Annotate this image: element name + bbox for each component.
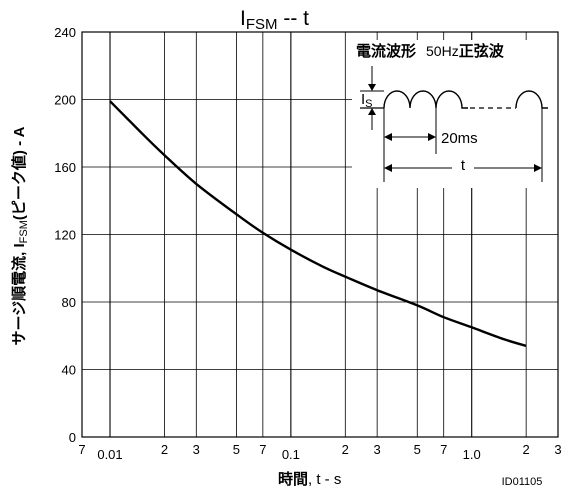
t-arrow-right	[534, 164, 542, 172]
waveform-inset: 電流波形 50Hz正弦波 IS 20ms t	[356, 42, 548, 182]
is-arrowhead-top	[368, 84, 376, 91]
waveform-title: 電流波形 50Hz正弦波	[356, 42, 505, 60]
period-arrow-left	[384, 133, 392, 141]
x-tick-label: 3	[554, 442, 561, 457]
x-tick-label: 0.1	[282, 447, 300, 462]
x-tick-label: 5	[233, 442, 240, 457]
period-arrow-right	[428, 133, 436, 141]
plot-frame	[81, 31, 559, 438]
inset-background	[352, 40, 558, 188]
period-label: 20ms	[441, 130, 478, 147]
y-tick-label: 200	[54, 93, 76, 108]
y-tick-label: 160	[54, 160, 76, 175]
half-sine-last	[515, 90, 548, 109]
t-label: t	[461, 157, 466, 174]
x-tick-label: 0.01	[97, 447, 122, 462]
t-arrow-left	[384, 164, 392, 172]
x-tick-label: 2	[342, 442, 349, 457]
y-tick-label: 80	[62, 295, 76, 310]
series	[109, 100, 527, 348]
y-tick-label: 0	[69, 430, 76, 445]
x-tick-label: 3	[374, 442, 381, 457]
y-axis-label: サージ順電流, IFSM(ピーク値) - A	[10, 126, 30, 345]
x-tick-label: 5	[414, 442, 421, 457]
x-tick-label: 3	[193, 442, 200, 457]
x-tick-labels: 7 0.01 2 3 5 7 0.1 2 3 5 7 1.0 2 3	[78, 442, 561, 462]
series-line	[109, 100, 527, 348]
is-label: IS	[361, 91, 373, 110]
chart-title: IFSM -- t	[240, 7, 309, 33]
x-axis-label: 時間, t - s	[278, 470, 341, 488]
y-tick-label: 120	[54, 228, 76, 243]
y-tick-label: 240	[54, 25, 76, 40]
x-tick-label: 7	[259, 442, 266, 457]
half-sine-pulses	[383, 90, 468, 109]
x-tick-label: 2	[161, 442, 168, 457]
figure-id: ID01105	[502, 476, 543, 488]
x-tick-label: 7	[78, 442, 85, 457]
x-tick-label: 1.0	[463, 447, 481, 462]
is-arrowhead-bottom	[368, 108, 376, 115]
x-tick-label: 7	[440, 442, 447, 457]
y-tick-label: 40	[62, 363, 76, 378]
y-tick-labels: 0 40 80 120 160 200 240	[54, 25, 76, 445]
x-tick-label: 2	[523, 442, 530, 457]
